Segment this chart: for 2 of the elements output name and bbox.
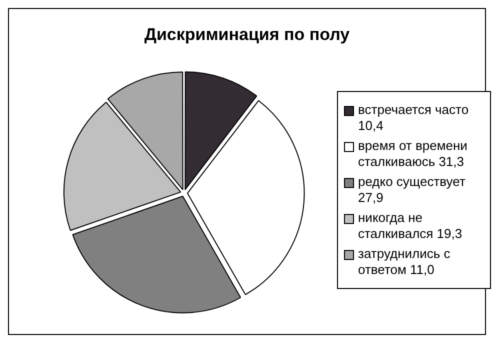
legend-label: затруднились с ответом 11,0 <box>358 246 452 278</box>
chart-title: Дискриминация по полу <box>143 25 351 45</box>
